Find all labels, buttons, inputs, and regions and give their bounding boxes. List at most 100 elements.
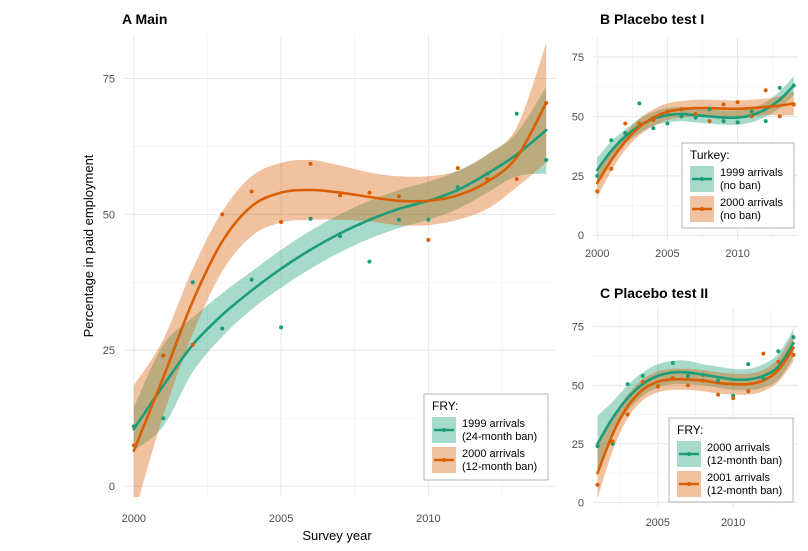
data-point <box>721 102 726 107</box>
panel-title: C Placebo test II <box>600 285 708 301</box>
fit-line-series-2 <box>596 346 795 475</box>
legend-key-point <box>700 177 704 181</box>
data-point <box>338 193 342 198</box>
legend-key-point <box>687 452 691 456</box>
data-point <box>707 119 712 124</box>
fit-line-series-2 <box>595 102 796 185</box>
data-point <box>716 378 721 383</box>
data-point <box>637 121 642 126</box>
y-tick-label: 50 <box>572 111 584 123</box>
data-point <box>679 107 684 112</box>
legend: FRY:2000 arrivals(12-month ban)2001 arri… <box>668 417 794 503</box>
data-point <box>367 259 372 264</box>
y-tick-label: 25 <box>103 345 115 357</box>
confidence-band-series-2 <box>133 43 547 497</box>
data-point <box>625 382 630 387</box>
y-tick-label: 25 <box>572 171 584 183</box>
data-point <box>665 109 670 114</box>
data-point <box>609 138 614 143</box>
legend-key-point <box>700 207 704 211</box>
data-point <box>367 190 372 195</box>
legend-label: 1999 arrivals <box>720 167 783 179</box>
legend-title: FRY: <box>677 423 703 437</box>
legend-label-sub: (24-month ban) <box>462 431 537 443</box>
y-tick-label: 50 <box>103 209 115 221</box>
data-point <box>761 351 766 356</box>
data-point <box>670 376 675 381</box>
legend-title: Turkey: <box>690 148 730 162</box>
data-point <box>637 101 642 106</box>
data-point <box>514 177 519 182</box>
data-point <box>308 216 313 221</box>
data-point <box>651 126 656 131</box>
data-point <box>735 120 740 125</box>
data-point <box>595 173 600 178</box>
legend-label: 1999 arrivals <box>462 418 525 430</box>
legend-title: FRY: <box>432 399 458 413</box>
y-tick-label: 25 <box>572 439 584 451</box>
legend-box <box>423 393 549 481</box>
data-point <box>716 392 721 397</box>
legend-key-point <box>442 458 446 462</box>
y-tick-label: 75 <box>572 322 584 334</box>
data-point <box>776 349 781 354</box>
legend-label-sub: (no ban) <box>720 180 761 192</box>
x-tick-label: 2005 <box>655 248 679 260</box>
data-point <box>693 112 698 117</box>
data-point <box>396 194 401 199</box>
data-point <box>693 115 698 120</box>
data-point <box>595 482 600 487</box>
y-tick-label: 0 <box>578 230 584 242</box>
data-point <box>279 219 284 224</box>
data-point <box>623 131 628 136</box>
legend-box <box>668 417 794 503</box>
data-point <box>746 362 751 367</box>
data-point <box>791 102 796 107</box>
data-point <box>763 119 768 124</box>
legend-label: 2001 arrivals <box>707 472 770 484</box>
x-tick-label: 2005 <box>646 517 670 529</box>
data-point <box>131 443 136 448</box>
data-point <box>791 335 796 340</box>
data-point <box>308 161 313 166</box>
data-point <box>701 378 706 383</box>
data-point <box>485 177 490 182</box>
x-tick-label: 2010 <box>725 248 749 260</box>
data-point <box>665 121 670 126</box>
x-tick-label: 2000 <box>585 248 609 260</box>
grid <box>125 35 555 497</box>
panel-title: A Main <box>122 11 167 27</box>
panel-c: 2005 2010 0 25 50 75 C Placebo test II FRY: 2000… <box>572 285 798 529</box>
data-point <box>749 109 754 114</box>
plot-area <box>595 76 796 198</box>
data-point <box>761 376 766 381</box>
legend: Turkey: 1999 arrivals(no ban) 2000 arrival… <box>681 142 795 229</box>
panel-a: 2000 2005 2010 0 25 50 75 A Main Survey year Perc… <box>81 11 555 543</box>
data-point <box>190 280 195 285</box>
fit-line-series-2 <box>132 101 548 453</box>
panel-title: B Placebo test I <box>600 11 704 27</box>
data-point <box>651 117 656 122</box>
y-tick-label: 50 <box>572 380 584 392</box>
data-point <box>776 359 781 364</box>
data-point <box>595 444 600 449</box>
data-point <box>749 114 754 119</box>
data-point <box>220 212 225 217</box>
data-point <box>514 111 519 116</box>
data-point <box>701 372 706 377</box>
x-tick-label: 2010 <box>721 517 745 529</box>
legend-key-point <box>442 428 446 432</box>
y-tick-label: 75 <box>103 73 115 85</box>
data-point <box>485 171 490 176</box>
data-point <box>685 373 690 378</box>
data-point <box>544 100 549 105</box>
confidence-band-series-1 <box>597 329 794 472</box>
data-point <box>249 189 254 194</box>
data-point <box>220 326 225 331</box>
y-tick-label: 75 <box>572 52 584 64</box>
legend-label: 2000 arrivals <box>720 197 783 209</box>
plot-area <box>595 329 796 499</box>
data-point <box>595 189 600 194</box>
data-point <box>396 217 401 222</box>
